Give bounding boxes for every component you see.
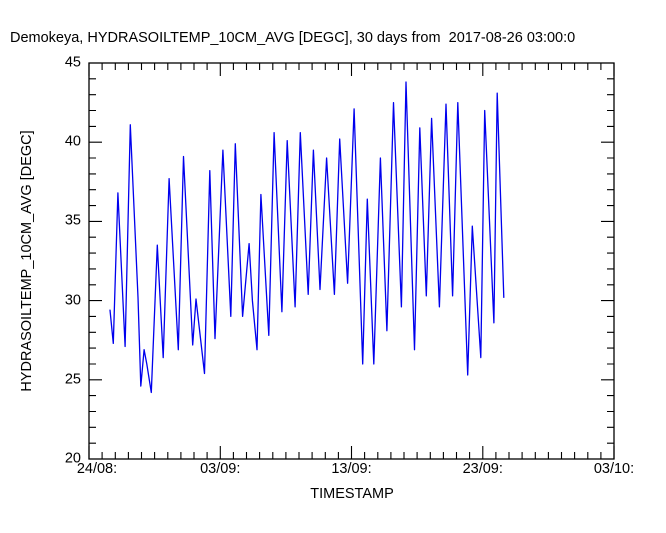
axis-ticks xyxy=(88,62,615,460)
plot-border xyxy=(88,62,615,460)
chart-title: Demokeya, HYDRASOILTEMP_10CM_AVG [DEGC],… xyxy=(10,30,576,46)
temperature-line-series xyxy=(109,81,505,394)
x-axis-title: TIMESTAMP xyxy=(310,486,394,502)
